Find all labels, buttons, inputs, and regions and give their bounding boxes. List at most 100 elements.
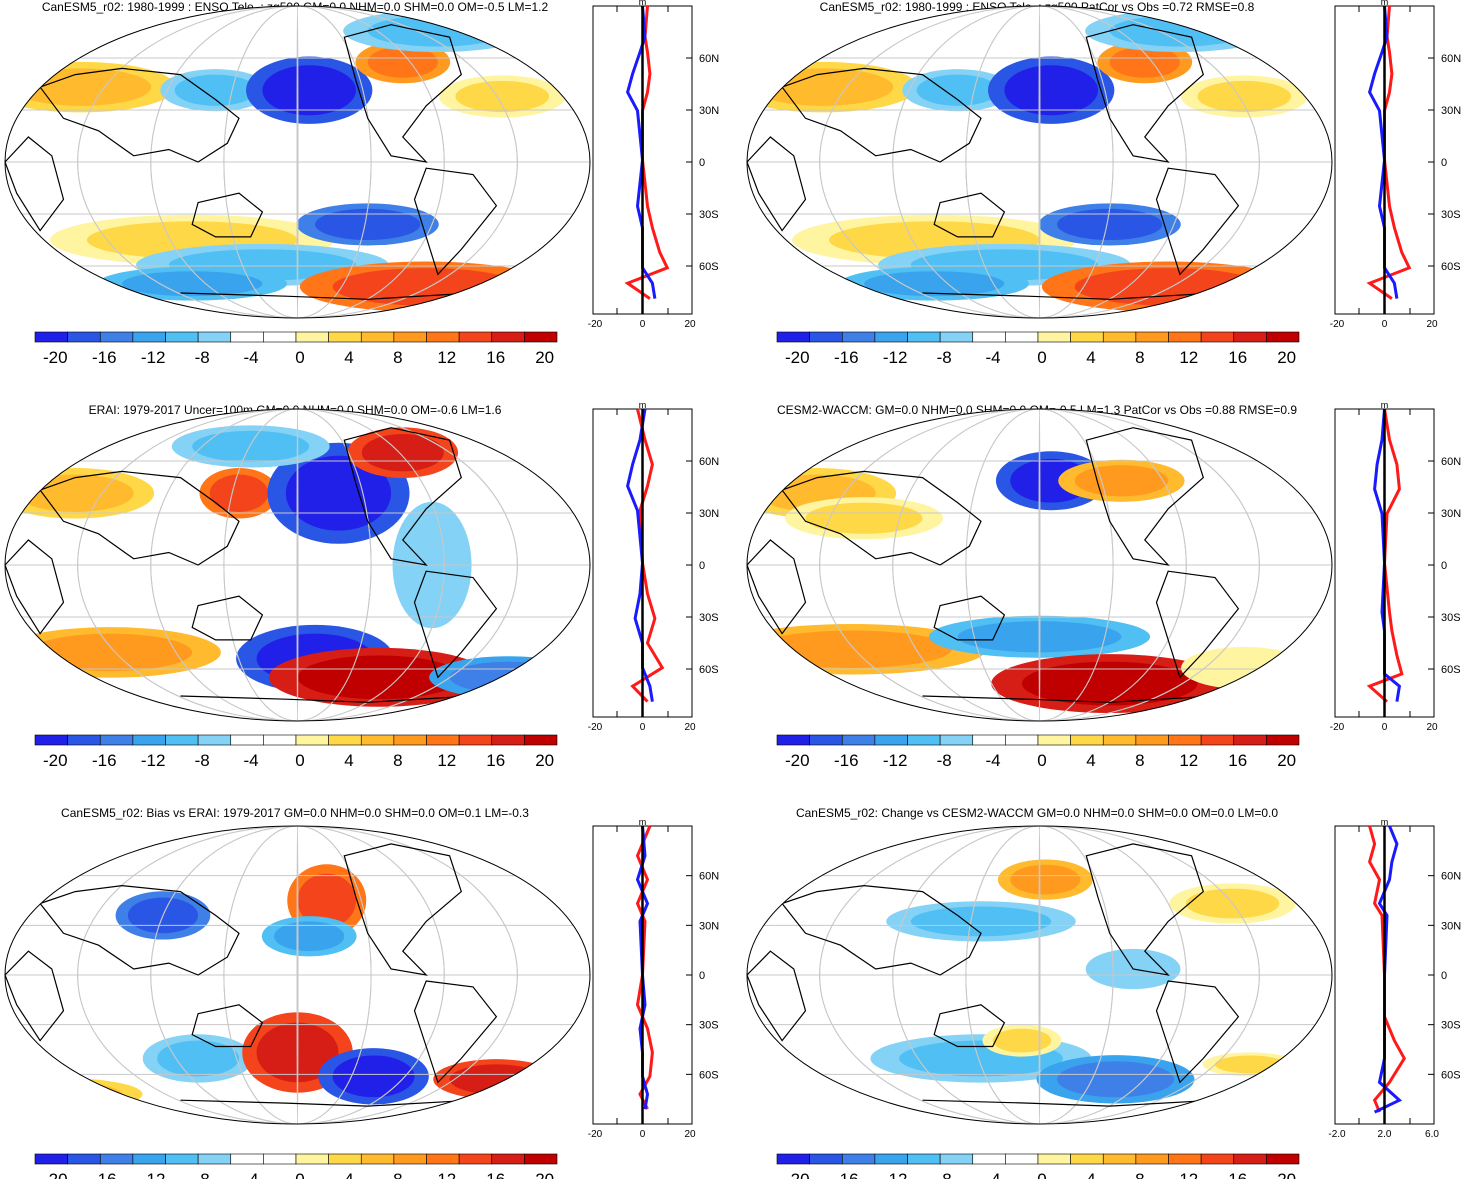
colorbar-swatch [1168,1153,1202,1165]
colorbar-swatch [841,1153,876,1165]
colorbar-swatch [230,734,264,746]
lat-label: 30S [699,612,719,624]
colorbar-label: -4 [244,348,259,367]
colorbar-label: -8 [195,348,210,367]
colorbar-swatch [1070,734,1104,746]
anomaly-core [752,630,952,668]
colorbar-swatch [1266,331,1300,343]
colorbar-label: 12 [1179,348,1198,367]
zonal-tick-label: 20 [684,1129,696,1140]
colorbar-label: 16 [1228,751,1247,770]
colorbar-label: 8 [393,751,402,770]
coastline [39,884,240,976]
anomaly-core [5,1082,122,1107]
zonal-tick-label: -20 [1330,319,1345,330]
colorbar-swatch [34,1153,68,1165]
lon-gridline [965,409,1114,721]
lat-label: 30N [699,508,719,520]
colorbar-swatch [907,1153,941,1165]
colorbar-swatch [1070,331,1104,343]
map-border [746,825,1333,1125]
colorbar-label: 12 [1179,1170,1198,1179]
zonal-tick-label: -2.0 [1328,1129,1346,1140]
colorbar-swatch [809,734,843,746]
colorbar-label: 0 [295,1170,304,1179]
colorbar-swatch [491,1153,525,1165]
map-border [4,5,591,319]
colorbar-label: -8 [195,1170,210,1179]
lat-label: 60S [1441,1069,1461,1081]
colorbar-label: -16 [92,751,117,770]
zonal-mean-plot: m 60N 30N 0 30S 60S -20 0 20 [1330,403,1461,733]
lon-gridline [892,409,1187,721]
colorbar-swatch [295,1153,329,1165]
zonal-mean-plot: m 60N 30N 0 30S 60S -2.0 2.0 6.0 [1328,817,1461,1140]
colorbar-swatch [1037,1153,1071,1165]
colorbar-swatch [99,331,134,343]
colorbar-swatch [1266,1153,1300,1165]
colorbar-swatch [393,1153,427,1165]
coastline [1085,427,1204,566]
colorbar-swatch [458,331,493,343]
zonal-tick-label: -20 [1330,722,1345,733]
coastline [5,136,65,232]
colorbar-label: 16 [486,751,505,770]
colorbar-swatch [1200,1153,1235,1165]
coastline [5,950,65,1042]
colorbar-label: -8 [195,751,210,770]
lon-gridline [965,826,1114,1124]
colorbar-label: -4 [986,1170,1001,1179]
colorbar-swatch [263,331,297,343]
anomaly-core [361,433,444,472]
colorbar-label: 4 [1086,348,1095,367]
colorbar-label: 20 [535,1170,554,1179]
colorbar-swatch [874,331,908,343]
colorbar-swatch [1233,331,1267,343]
colorbar-swatch [132,331,166,343]
coastline [781,470,982,566]
colorbar-label: -20 [785,751,810,770]
colorbar-label: -4 [244,1170,259,1179]
colorbar-swatch [841,331,876,343]
colorbar-swatch [491,734,525,746]
colorbar-label: -12 [883,1170,908,1179]
zonal-tick-label: 20 [1426,319,1438,330]
lat-label: 30S [1441,612,1461,624]
colorbar: -20 -16 -12 -8 -4 0 4 8 12 16 20 [34,331,558,367]
lat-label: 60S [699,664,719,676]
colorbar-swatch [1200,331,1235,343]
zonal-unit: m [639,0,647,7]
lat-label: 30N [1441,508,1461,520]
anomaly-core [209,474,269,512]
colorbar-swatch [1005,734,1039,746]
coastline [39,470,240,566]
coastline [1085,24,1204,163]
colorbar-swatch [907,331,941,343]
colorbar-label: 8 [393,348,402,367]
colorbar-swatch [524,1153,558,1165]
panel-erai: ERAI: 1979-2017 Uncer=100m GM=0.0 NHM=0.… [0,403,741,796]
lon-gridline [296,409,299,721]
zonal-mean-plot: m 60N 30N 0 30S 60S -20 0 20 [588,817,719,1140]
lon-gridline [819,6,1260,318]
colorbar-swatch [230,331,264,343]
colorbar-swatch [230,1153,264,1165]
colorbar-swatch [776,734,810,746]
lat-label: 60N [1441,456,1461,468]
coastline [1085,843,1204,976]
lat-label: 60N [699,871,719,883]
lat-label: 0 [699,560,705,572]
colorbar-label: -16 [834,1170,859,1179]
coastline [413,167,498,276]
zonal-mean-plot: m 60N 30N 0 30S 60S -20 0 20 [588,403,719,733]
map-border [4,408,591,722]
lon-gridline [296,6,299,318]
lon-gridline [77,6,518,318]
colorbar-label: 0 [295,751,304,770]
colorbar: -20 -16 -12 -8 -4 0 4 8 12 16 20 [776,734,1300,770]
coastline [933,192,1006,238]
map-svg: m 60N 30N 0 30S 60S -20 0 20 -20 -16 -12 -8 -4 0 4 8 12 16… [746,0,1461,367]
colorbar-label: -12 [883,751,908,770]
coastline [39,67,240,163]
anomaly-core [1074,268,1262,306]
